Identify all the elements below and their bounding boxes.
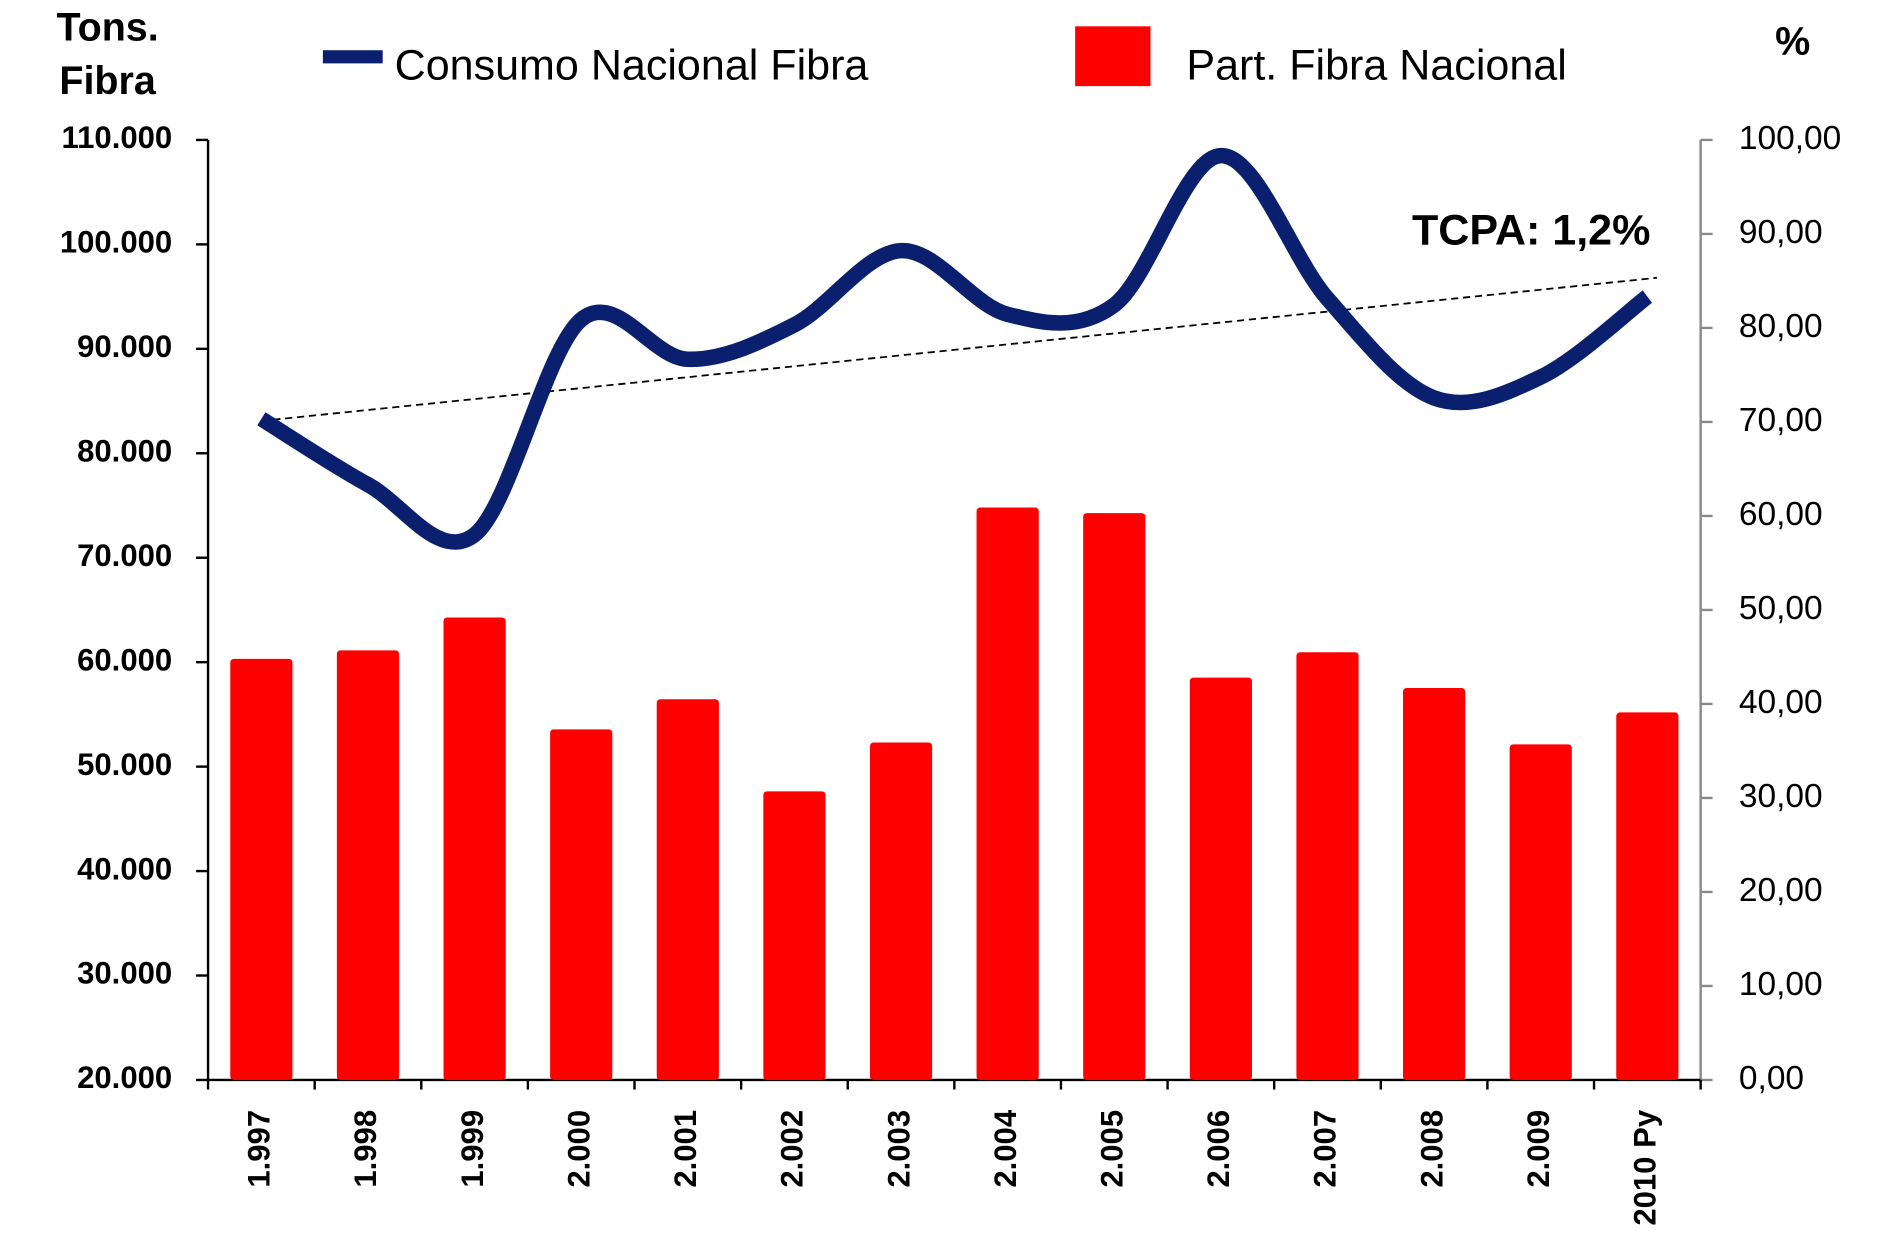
y-axis-label: Tons. [56,5,158,49]
bar [656,699,719,1080]
annotation: TCPA: 1,2% [1412,207,1650,255]
y-tick-label: 90.000 [77,329,172,364]
legend-label: Part. Fibra Nacional [1186,42,1566,90]
y-tick-label: 20.000 [77,1060,172,1095]
legend-swatch [322,50,383,64]
y2-tick-label: 50,00 [1739,590,1823,627]
x-tick-label: 2.006 [1201,1110,1236,1188]
trend-line [261,276,1657,422]
y-tick-label: 30.000 [77,956,172,991]
y2-tick-label: 30,00 [1739,778,1823,815]
y2-tick-label: 80,00 [1739,308,1823,345]
bar [976,507,1039,1080]
y-tick-label: 60.000 [77,642,172,677]
y-tick-label: 80.000 [77,433,172,468]
x-tick-label: 2.002 [775,1110,810,1188]
legend-label: Consumo Nacional Fibra [395,42,869,90]
bar [230,658,293,1080]
y2-tick-label: 20,00 [1739,872,1823,909]
bar [1403,687,1466,1080]
bar [763,791,826,1080]
x-tick-label: 2.000 [561,1110,596,1188]
y2-tick-label: 0,00 [1739,1060,1804,1097]
y-axis-label: Fibra [59,59,157,103]
x-tick-label: 2.003 [881,1110,916,1188]
y2-tick-label: 60,00 [1739,496,1823,533]
bar [443,617,506,1080]
y-tick-label: 100.000 [60,225,172,260]
x-tick-label: 2.008 [1414,1110,1449,1188]
y2-axis-label: % [1775,20,1810,64]
x-tick-label: 2.004 [988,1109,1023,1187]
x-tick-label: 1.999 [455,1110,490,1188]
x-tick-label: 1.997 [242,1110,277,1188]
bar [869,742,933,1080]
bar [1083,513,1146,1080]
x-tick-label: 2.007 [1308,1110,1343,1188]
legend-swatch [1075,26,1151,87]
y-tick-label: 110.000 [62,120,173,155]
y2-tick-label: 10,00 [1739,966,1823,1003]
line [257,147,1653,550]
bar [1509,744,1572,1080]
x-tick-label: 2010 Py [1628,1109,1663,1226]
x-tick-label: 2.009 [1521,1110,1556,1188]
x-tick-label: 2.005 [1094,1110,1129,1188]
y-tick-label: 70.000 [77,538,172,573]
bar [1616,712,1679,1080]
y2-tick-label: 90,00 [1739,214,1823,251]
y2-tick-label: 40,00 [1739,684,1823,721]
y2-tick-label: 70,00 [1739,402,1823,439]
x-tick-label: 1.998 [348,1110,383,1188]
bar [1189,677,1252,1080]
x-tick-label: 2.001 [668,1110,703,1188]
bar [336,650,400,1080]
y2-tick-label: 100,00 [1739,120,1841,157]
y-tick-label: 40.000 [77,851,172,886]
bar [1296,652,1359,1080]
bar [550,729,613,1080]
y-tick-label: 50.000 [77,747,172,782]
